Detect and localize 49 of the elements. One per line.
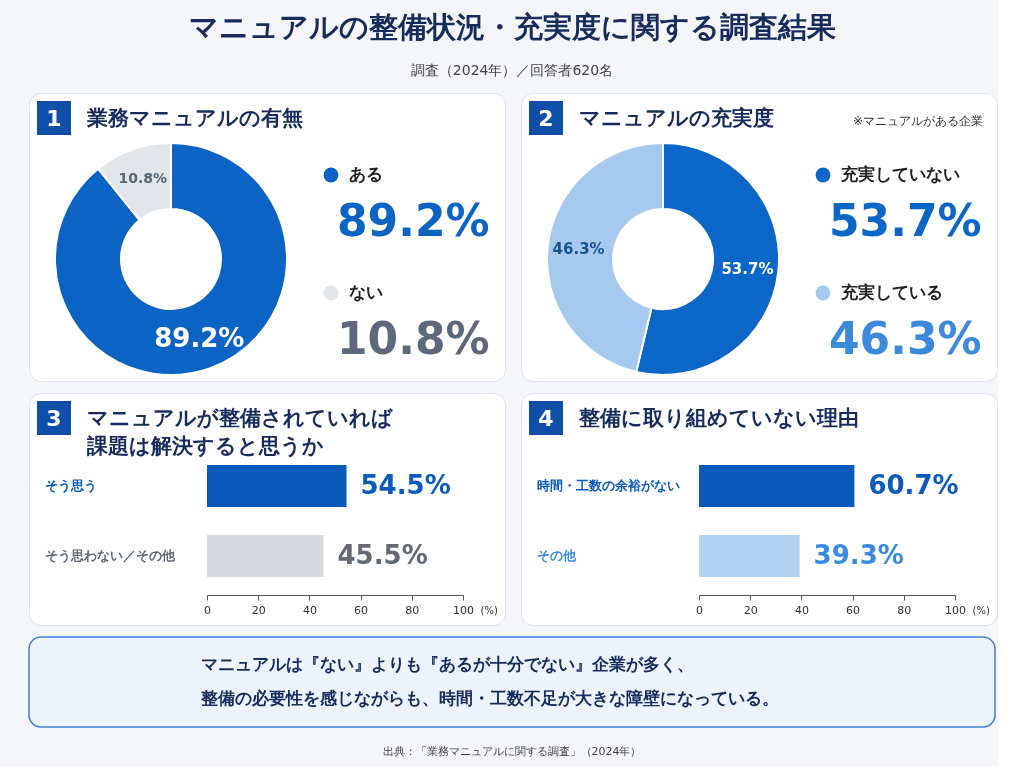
- x-tick-label: 80: [897, 603, 912, 617]
- legend-label: ある: [349, 164, 383, 184]
- chart-title: マニュアルが整備されていれば課題は解決すると思うか: [86, 406, 393, 458]
- text: ※マニュアルがある企業: [852, 114, 983, 128]
- y-tick-label: 時間・工数の余裕がない: [537, 478, 680, 493]
- chart-title: 整備に取り組めていない理由: [578, 406, 859, 430]
- x-tick-label: 40: [302, 603, 317, 617]
- data-label: 60.7%: [868, 470, 959, 500]
- x-tick-label: 60: [354, 603, 369, 617]
- data-label: 46.3%: [552, 240, 605, 259]
- data-label: 45.5%: [337, 540, 428, 570]
- text: 2: [538, 106, 554, 131]
- legend-label: 充実していない: [840, 164, 960, 184]
- text: 整備の必要性を感じながらも、時間・工数不足が大きな障壁になっている。: [200, 688, 779, 708]
- y-tick-label: そう思わない／その他: [45, 548, 176, 563]
- source-note: 出典：「業務マニュアルに関する調査」（2024年）: [382, 744, 642, 758]
- x-tick-label: 0: [696, 603, 703, 617]
- x-axis-title: (%): [480, 604, 498, 616]
- x-tick-label: 40: [794, 603, 809, 617]
- text: マニュアルは『ない』よりも『あるが十分でない』企業が多く、: [201, 654, 694, 674]
- data-label: 54.5%: [360, 470, 451, 500]
- x-tick-label: 20: [743, 603, 758, 617]
- text: 4: [538, 406, 554, 431]
- text: 89.2%: [337, 195, 490, 246]
- x-tick-label: 0: [204, 603, 211, 617]
- text: 1: [46, 106, 62, 131]
- text: 53.7%: [829, 195, 982, 246]
- text: 調査（2024年）／回答者620名: [410, 62, 614, 79]
- legend-label: ない: [349, 282, 383, 302]
- x-tick-label: 20: [251, 603, 266, 617]
- y-tick-label: その他: [537, 548, 577, 563]
- data-label: 89.2%: [154, 323, 245, 354]
- data-label: 10.8%: [118, 169, 167, 186]
- data-label: 53.7%: [721, 259, 774, 278]
- text: マニュアルの整備状況・充実度に関する調査結果: [188, 10, 836, 45]
- x-tick-label: 100: [945, 603, 966, 617]
- text: 3: [46, 406, 62, 431]
- text: 46.3%: [829, 313, 982, 364]
- donut-slice: [54, 142, 288, 376]
- chart-title: 業務マニュアルの有無: [86, 106, 303, 130]
- x-tick-label: 100: [453, 603, 474, 617]
- chart-title: マニュアルの充実度: [579, 106, 774, 130]
- text: 10.8%: [337, 313, 490, 364]
- x-axis-title: (%): [972, 604, 990, 616]
- x-tick-label: 80: [405, 603, 420, 617]
- x-tick-label: 60: [846, 603, 861, 617]
- legend-label: 充実している: [840, 282, 943, 302]
- y-tick-label: そう思う: [45, 478, 97, 493]
- data-label: 39.3%: [813, 540, 904, 570]
